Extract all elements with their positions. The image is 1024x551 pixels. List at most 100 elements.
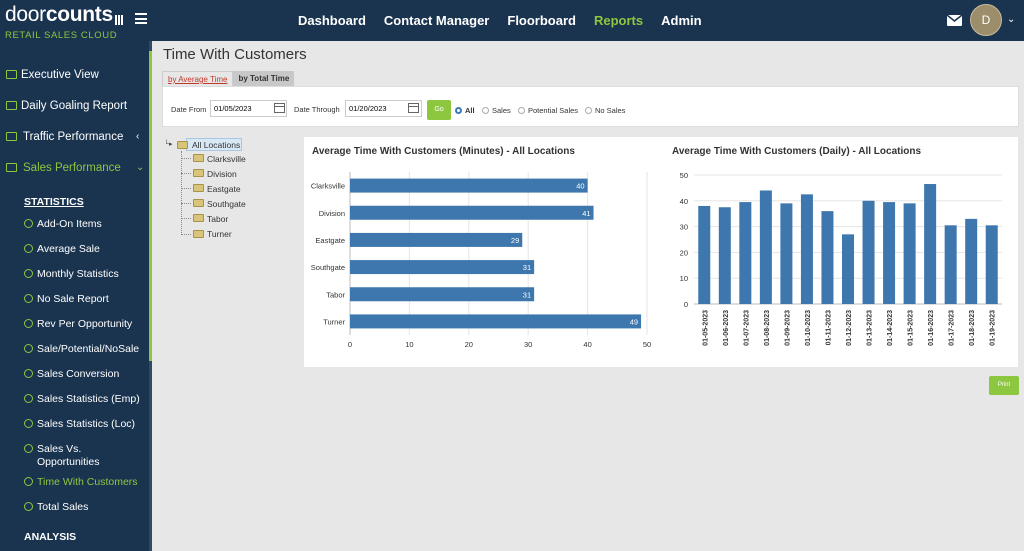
bar	[883, 202, 896, 304]
hamburger-menu-icon[interactable]	[135, 13, 147, 25]
circle-icon	[24, 244, 33, 253]
sidebar-item-daily-goaling-report[interactable]: Daily Goaling Report	[0, 91, 149, 121]
y-tick-label: 10	[680, 274, 688, 283]
circle-icon	[24, 269, 33, 278]
nav-contact-manager[interactable]: Contact Manager	[383, 13, 490, 28]
sidebar: Executive View Daily Goaling Report Traf…	[0, 41, 152, 551]
nav-admin[interactable]: Admin	[661, 13, 702, 28]
sidebar-stat-label: Rev Per Opportunity	[37, 318, 133, 330]
sidebar-stat-label: Time With Customers	[37, 476, 138, 488]
category-label: Turner	[323, 317, 345, 326]
chart-title-minutes: Average Time With Customers (Minutes) - …	[312, 146, 575, 157]
x-tick-label: 40	[583, 340, 591, 349]
sidebar-item-traffic-performance[interactable]: Traffic Performance ‹	[0, 122, 149, 152]
bar	[350, 205, 594, 220]
sidebar-stat-sales-vs-opportunities[interactable]: Sales Vs. Opportunities	[24, 443, 149, 469]
category-label: Division	[319, 209, 345, 218]
go-button[interactable]: Go	[427, 100, 451, 120]
tree-expand-icon[interactable]: └▸	[164, 141, 173, 148]
tree-root-all-locations[interactable]: All Locations	[192, 140, 241, 150]
radio-no-sales[interactable]	[585, 107, 592, 114]
nav-floorboard[interactable]: Floorboard	[507, 13, 576, 28]
calendar-icon[interactable]	[408, 103, 419, 113]
sidebar-stat-label: Sales Vs. Opportunities	[37, 443, 100, 468]
tree-node-clarksville[interactable]: Clarksville	[207, 154, 246, 164]
bar	[759, 190, 772, 304]
x-tick-label: 01-10-2023	[805, 310, 812, 346]
y-tick-label: 30	[680, 223, 688, 232]
print-button[interactable]: Print	[989, 376, 1019, 395]
radio-potential-sales[interactable]	[518, 107, 525, 114]
sidebar-item-executive-view[interactable]: Executive View	[0, 60, 149, 90]
radio-no-sales-label: No Sales	[595, 106, 626, 115]
bar	[350, 287, 535, 302]
sidebar-item-sales-performance[interactable]: Sales Performance ⌄	[0, 153, 149, 183]
bar	[821, 211, 834, 304]
nav-dashboard[interactable]: Dashboard	[298, 13, 366, 28]
tab-by-total-time[interactable]: by Total Time	[233, 71, 295, 86]
bar	[739, 202, 752, 304]
data-label: 40	[576, 182, 584, 191]
chevron-left-icon: ‹	[136, 131, 140, 142]
bar	[350, 314, 642, 329]
date-through-input[interactable]	[345, 100, 422, 117]
bar	[350, 178, 588, 193]
category-label: Southgate	[311, 263, 345, 272]
sidebar-item-label: Executive View	[21, 69, 99, 81]
x-tick-label: 10	[405, 340, 413, 349]
horizontal-bar-chart: 0 10 20 30 40 50 Clarksville 40 Division 41 Eastga…	[311, 172, 651, 349]
data-label: 49	[630, 317, 638, 326]
sidebar-stat-label: Average Sale	[37, 243, 100, 255]
chart-icon	[6, 163, 17, 172]
sidebar-item-label: Sales Performance	[23, 162, 121, 174]
calendar-icon[interactable]	[274, 103, 285, 113]
circle-icon	[24, 477, 33, 486]
top-bar: doorcounts RETAIL SALES CLOUD Dashboard …	[0, 0, 1024, 41]
circle-icon	[24, 369, 33, 378]
sidebar-stat-label: Sales Statistics (Loc)	[37, 418, 136, 430]
tree-node-division[interactable]: Division	[207, 169, 237, 179]
user-avatar[interactable]: D	[970, 4, 1002, 36]
bar	[924, 184, 937, 304]
tree-node-southgate[interactable]: Southgate	[207, 199, 246, 209]
sidebar-stat-label: Sale/Potential/NoSale	[37, 343, 140, 355]
bar	[842, 234, 854, 304]
bar	[718, 207, 731, 304]
x-tick-label: 01-14-2023	[887, 310, 894, 346]
logo-text-bold: counts	[45, 3, 113, 26]
tree-node-turner[interactable]: Turner	[207, 229, 232, 239]
data-label: 31	[523, 290, 531, 299]
logo-tagline: RETAIL SALES CLOUD	[5, 30, 118, 41]
bar	[350, 260, 535, 275]
circle-icon	[24, 344, 33, 353]
tab-by-average-time[interactable]: by Average Time	[162, 71, 234, 86]
sidebar-scroll-thumb[interactable]	[149, 51, 152, 361]
folder-icon	[193, 154, 204, 162]
vertical-bar-chart: 0 10 20 30 40 50 01-05-2023 01-06-2023 01-07-202…	[680, 171, 1002, 346]
circle-icon	[24, 444, 33, 453]
charts-panel: Average Time With Customers (Minutes) - …	[304, 137, 1018, 367]
tree-node-eastgate[interactable]: Eastgate	[207, 184, 241, 194]
nav-reports[interactable]: Reports	[593, 13, 644, 28]
chevron-down-icon[interactable]: ⌄	[1007, 14, 1016, 25]
sidebar-stat-label: Total Sales	[37, 501, 89, 513]
folder-icon	[193, 169, 204, 177]
x-tick-label: 01-06-2023	[723, 310, 730, 346]
radio-all[interactable]	[455, 107, 462, 114]
mail-icon[interactable]	[947, 15, 962, 26]
y-tick-label: 40	[680, 197, 688, 206]
logo-text-light: door	[5, 3, 46, 26]
sidebar-item-label: Daily Goaling Report	[21, 100, 128, 112]
image-icon	[6, 101, 17, 110]
circle-icon	[24, 419, 33, 428]
doorcounts-logo[interactable]: doorcounts RETAIL SALES CLOUD	[5, 3, 135, 41]
chevron-down-icon: ⌄	[136, 162, 145, 173]
report-tabs: by Average Time by Total Time	[162, 71, 295, 86]
category-label: Eastgate	[315, 236, 345, 245]
tree-node-tabor[interactable]: Tabor	[207, 214, 229, 224]
radio-sales[interactable]	[482, 107, 489, 114]
circle-icon	[24, 502, 33, 511]
date-from-input[interactable]	[210, 100, 287, 117]
y-tick-label: 20	[680, 248, 688, 257]
data-label: 31	[523, 263, 531, 272]
